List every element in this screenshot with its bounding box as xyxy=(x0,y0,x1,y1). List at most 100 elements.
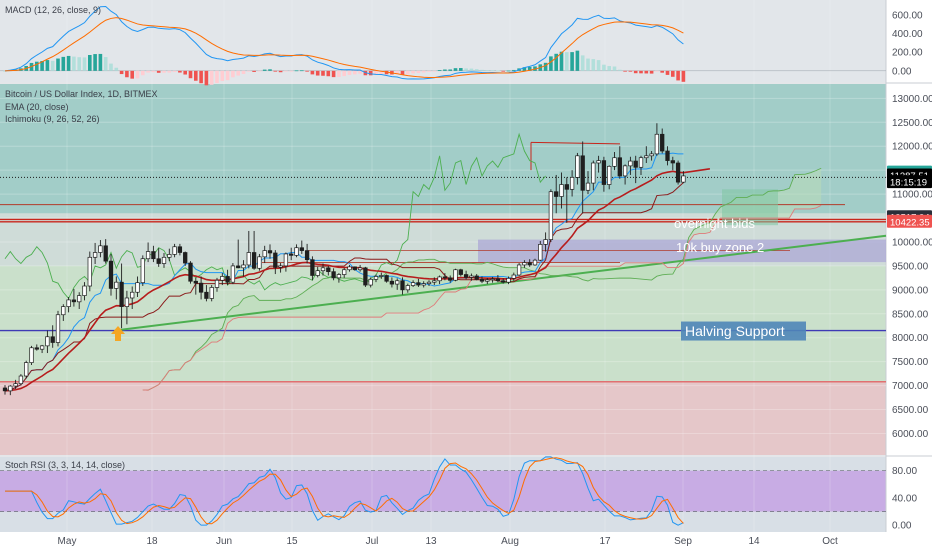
candle-body xyxy=(384,275,389,282)
candle-body xyxy=(336,274,342,279)
macd-title: MACD (12, 26, close, 9) xyxy=(5,5,101,15)
macd-histogram-bar xyxy=(501,70,505,72)
candle-body xyxy=(670,160,675,164)
macd-layer xyxy=(0,5,886,86)
macd-histogram-bar xyxy=(533,66,537,71)
candle-body xyxy=(278,265,283,268)
candle-body xyxy=(209,287,214,299)
macd-histogram-bar xyxy=(125,70,129,78)
candle-body xyxy=(421,283,426,286)
candle-body xyxy=(389,280,395,285)
candle-body xyxy=(490,278,495,281)
candle-body xyxy=(363,267,368,286)
candle-body xyxy=(114,281,119,289)
candle-body xyxy=(426,281,432,284)
stoch-tick-label: 80.00 xyxy=(892,466,917,477)
candle-body xyxy=(347,266,352,271)
macd-histogram-bar xyxy=(565,52,569,71)
macd-histogram-bar xyxy=(130,70,134,79)
macd-histogram-bar xyxy=(591,59,596,71)
candle-body xyxy=(241,264,246,269)
time-tick-label: 18 xyxy=(146,536,158,547)
candle-body xyxy=(564,184,569,190)
candle-body xyxy=(294,247,299,256)
candle-body xyxy=(61,306,66,316)
time-tick-label: 14 xyxy=(748,536,760,547)
macd-histogram-bar xyxy=(649,70,654,74)
candle-body xyxy=(2,387,8,392)
candle-body xyxy=(82,285,87,296)
macd-histogram-bar xyxy=(416,70,421,74)
macd-histogram-bar xyxy=(427,70,431,72)
macd-histogram-bar xyxy=(512,69,516,71)
macd-histogram-bar xyxy=(586,58,590,71)
candle-body xyxy=(511,274,516,279)
macd-histogram-bar xyxy=(109,63,113,71)
macd-histogram-bar xyxy=(522,67,527,71)
macd-histogram-bar xyxy=(480,69,484,71)
time-tick-label: Jul xyxy=(366,536,379,547)
candle-body xyxy=(596,160,601,164)
macd-histogram-bar xyxy=(199,70,203,84)
candle-body xyxy=(326,267,331,273)
candle-body xyxy=(172,246,177,255)
price-tick-label: 7500.00 xyxy=(892,357,929,368)
candle-body xyxy=(638,157,644,168)
macd-tick-label: 400.00 xyxy=(892,29,923,40)
candle-body xyxy=(246,252,251,266)
macd-histogram-bar xyxy=(310,70,315,75)
candle-body xyxy=(506,278,511,283)
macd-histogram-bar xyxy=(241,70,246,74)
macd-histogram-bar xyxy=(178,70,182,73)
candle-body xyxy=(262,250,267,258)
candle-body xyxy=(569,176,575,190)
stoch-rsi-layer xyxy=(0,456,886,526)
macd-histogram-bar xyxy=(612,66,617,71)
candle-body xyxy=(368,278,373,286)
macd-histogram-bar xyxy=(262,69,267,71)
price-tick-label: 12500.00 xyxy=(892,118,932,129)
candle-body xyxy=(24,362,29,377)
price-tick-label: 6500.00 xyxy=(892,405,929,416)
macd-histogram-bar xyxy=(437,70,442,71)
macd-histogram-bar xyxy=(300,70,304,72)
macd-histogram-bar xyxy=(443,69,447,71)
ichimoku-base-line xyxy=(4,182,684,391)
candle-body xyxy=(612,157,617,167)
candle-body xyxy=(432,280,437,283)
candle-body xyxy=(320,267,326,272)
macd-histogram-bar xyxy=(326,70,331,77)
candle-body xyxy=(304,250,310,261)
main-chart-title: Bitcoin / US Dollar Index, 1D, BITMEX xyxy=(5,89,158,99)
macd-signal-line xyxy=(4,17,684,79)
candle-body xyxy=(357,267,363,271)
candle-body xyxy=(342,269,347,275)
annotation-halving-support: Halving Support xyxy=(685,323,785,339)
indicator-label: Ichimoku (9, 26, 52, 26) xyxy=(5,114,100,124)
candle-body xyxy=(55,314,61,343)
candle-body xyxy=(108,260,114,289)
macd-histogram-bar xyxy=(596,60,601,71)
macd-histogram-bar xyxy=(342,70,346,77)
candle-body xyxy=(183,252,188,264)
candle-body xyxy=(87,256,92,287)
price-tick-label: 8500.00 xyxy=(892,309,929,320)
macd-histogram-bar xyxy=(628,70,633,72)
price-tick-label: 8000.00 xyxy=(892,333,929,344)
candle-body xyxy=(448,277,453,281)
candle-body xyxy=(548,191,554,240)
macd-histogram-bar xyxy=(72,56,76,71)
macd-histogram-bar xyxy=(580,55,585,71)
macd-histogram-bar xyxy=(448,69,452,71)
macd-histogram-bar xyxy=(88,55,92,71)
macd-histogram-bar xyxy=(289,70,293,72)
time-tick-label: 13 xyxy=(425,536,437,547)
price-tick-label: 6000.00 xyxy=(892,429,929,440)
candle-body xyxy=(299,247,304,251)
price-label-box xyxy=(887,175,932,189)
candle-body xyxy=(310,259,315,276)
macd-histogram-bar xyxy=(665,70,670,75)
candle-body xyxy=(156,258,161,264)
candle-body xyxy=(585,182,591,191)
